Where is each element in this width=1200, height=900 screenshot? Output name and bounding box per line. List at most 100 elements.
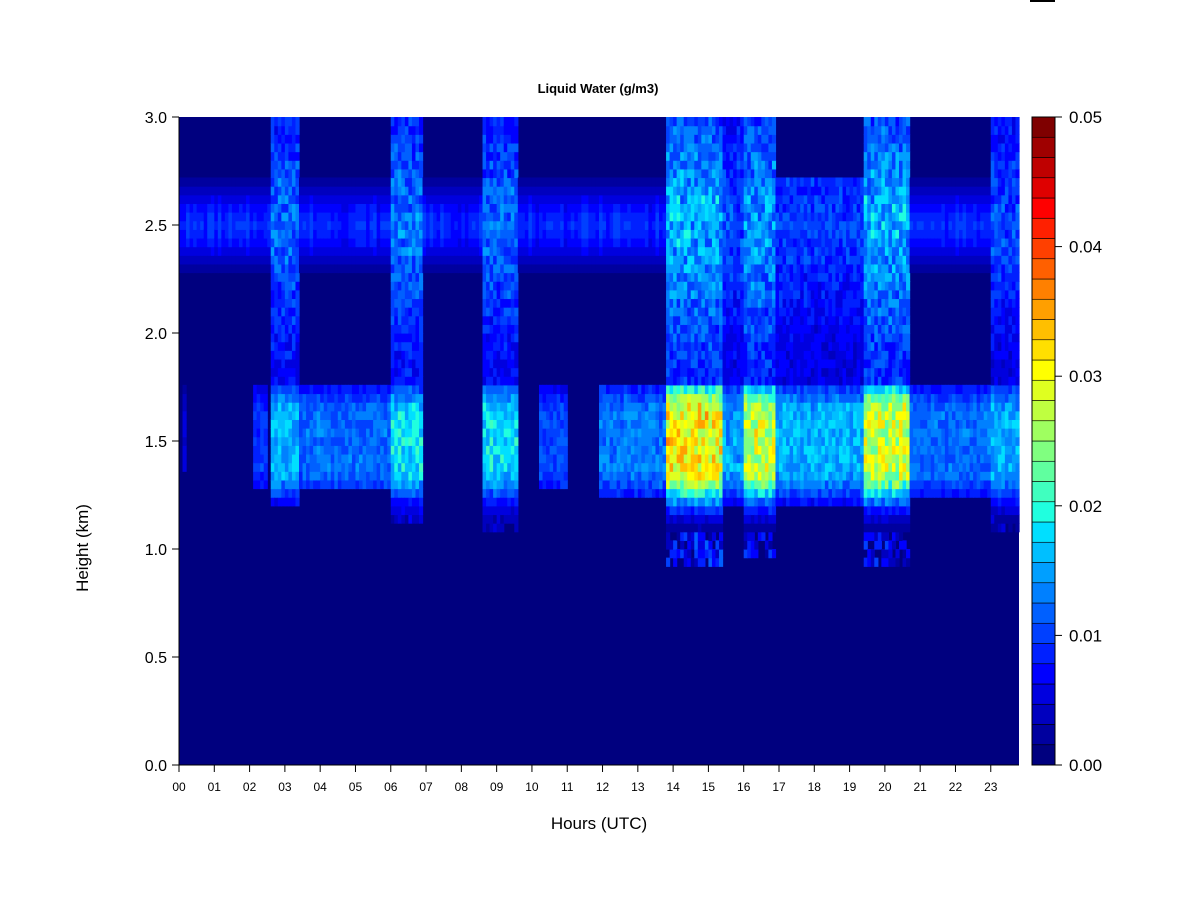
heatmap-cell [747, 151, 752, 161]
heatmap-cell [754, 272, 759, 282]
heatmap-cell [415, 151, 420, 161]
heatmap-cell [542, 428, 547, 438]
heatmap-cell [683, 376, 688, 386]
heatmap-cell [214, 212, 219, 222]
heatmap-cell [281, 341, 286, 351]
heatmap-cell [528, 237, 533, 248]
heatmap-cell [733, 177, 738, 187]
heatmap-cell [411, 393, 417, 403]
heatmap-cell [771, 203, 777, 213]
heatmap-cell [733, 151, 738, 161]
heatmap-cell [376, 212, 381, 222]
heatmap-cell [627, 263, 632, 274]
heatmap-cell [387, 393, 392, 403]
heatmap-cell [397, 315, 402, 325]
heatmap-cell [351, 410, 357, 420]
heatmap-cell [507, 263, 512, 274]
heatmap-cell [404, 142, 410, 153]
heatmap-cell [786, 453, 791, 464]
heatmap-cell [651, 203, 657, 213]
heatmap-cell [514, 428, 519, 438]
heatmap-cell [630, 246, 635, 256]
heatmap-cell [323, 229, 328, 239]
heatmap-cell [659, 428, 664, 438]
heatmap-cell [750, 324, 755, 334]
heatmap-cell [644, 220, 650, 230]
heatmap-cell [687, 246, 692, 256]
heatmap-cell [341, 462, 346, 472]
heatmap-cell [556, 428, 561, 438]
heatmap-cell [726, 453, 731, 464]
heatmap-cell [436, 212, 441, 222]
heatmap-cell [687, 134, 692, 144]
heatmap-cell [761, 462, 766, 472]
heatmap-cell [419, 384, 424, 395]
heatmap-cell [489, 419, 494, 429]
heatmap-cell [729, 428, 734, 438]
heatmap-cell [486, 186, 491, 196]
heatmap-cell [648, 177, 653, 187]
heatmap-cell [733, 376, 738, 386]
heatmap-cell [380, 194, 385, 204]
heatmap-cell [496, 402, 501, 412]
heatmap-cell [200, 263, 205, 274]
heatmap-cell [623, 177, 628, 187]
heatmap-cell [334, 479, 339, 490]
heatmap-cell [616, 229, 621, 239]
heatmap-cell [359, 462, 364, 472]
heatmap-cell [719, 384, 724, 395]
heatmap-cell [761, 246, 766, 256]
heatmap-cell [387, 479, 392, 490]
heatmap-cell [493, 142, 498, 153]
heatmap-cell [680, 453, 685, 464]
heatmap-cell [793, 177, 798, 187]
heatmap-cell [447, 237, 452, 248]
heatmap-cell [496, 479, 501, 490]
heatmap-cell [613, 186, 618, 196]
heatmap-cell [189, 237, 194, 248]
heatmap-cell [337, 263, 342, 274]
heatmap-cell [687, 324, 692, 334]
heatmap-cell [680, 151, 685, 161]
heatmap-cell [687, 453, 692, 464]
heatmap-cell [320, 479, 325, 490]
heatmap-cell [496, 246, 501, 256]
heatmap-cell [754, 142, 759, 153]
heatmap-cell [401, 428, 406, 438]
heatmap-cell [697, 419, 702, 429]
heatmap-cell [796, 255, 801, 265]
heatmap-cell [517, 246, 522, 256]
heatmap-cell [789, 281, 794, 291]
heatmap-cell [316, 471, 321, 481]
heatmap-cell [242, 263, 247, 274]
heatmap-cell [443, 212, 448, 222]
heatmap-cell [514, 281, 519, 291]
heatmap-cell [754, 410, 759, 420]
heatmap-cell [764, 160, 770, 170]
heatmap-cell [334, 428, 339, 438]
heatmap-cell [556, 237, 561, 248]
heatmap-cell [507, 428, 512, 438]
heatmap-cell [482, 471, 487, 481]
heatmap-cell [655, 246, 660, 256]
heatmap-cell [683, 557, 688, 567]
heatmap-cell [486, 445, 491, 455]
heatmap-cell [644, 445, 650, 455]
heatmap-cell [514, 333, 519, 343]
heatmap-cell [503, 298, 508, 308]
heatmap-cell [743, 523, 748, 533]
heatmap-cell [687, 186, 692, 196]
heatmap-cell [789, 445, 794, 455]
heatmap-cell [493, 263, 498, 274]
heatmap-cell [415, 367, 420, 377]
heatmap-cell [496, 410, 501, 420]
heatmap-cell [581, 186, 586, 196]
heatmap-cell [401, 419, 406, 429]
heatmap-cell [722, 453, 727, 464]
heatmap-cell [690, 419, 695, 429]
heatmap-cell [397, 324, 402, 334]
heatmap-cell [771, 255, 777, 265]
heatmap-cell [553, 384, 558, 395]
heatmap-cell [482, 255, 487, 265]
heatmap-cell [722, 134, 727, 144]
